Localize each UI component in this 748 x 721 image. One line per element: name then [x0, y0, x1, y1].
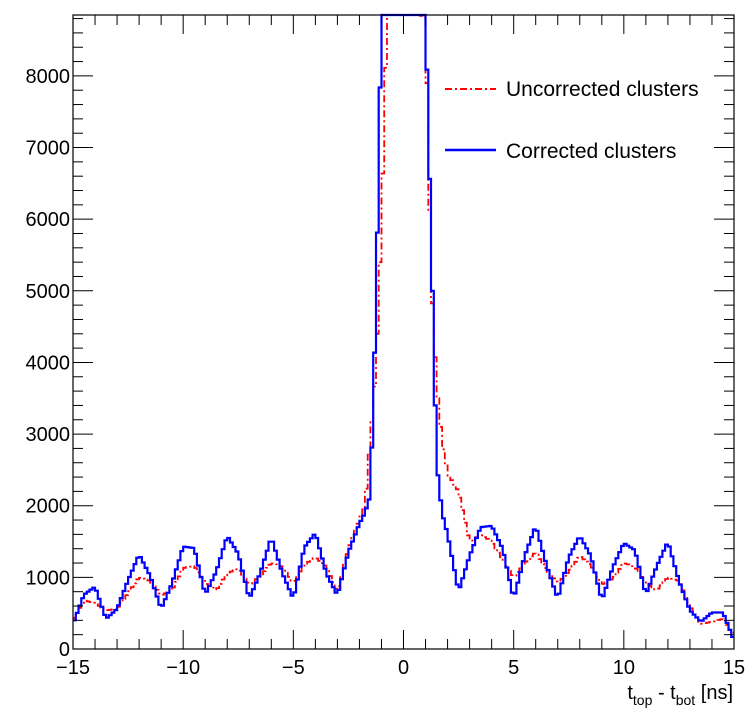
- legend-label-uncorrected: Uncorrected clusters: [506, 78, 699, 101]
- x-axis-title-sub1: top: [633, 692, 653, 708]
- ticks-layer: [72, 15, 735, 650]
- x-axis-title-sub2: bot: [676, 692, 696, 708]
- y-tick-label: 8000: [26, 66, 71, 88]
- y-tick-label: 7000: [26, 138, 71, 160]
- x-axis-title-mid: - t: [652, 682, 676, 704]
- x-tick-label: −5: [282, 657, 305, 679]
- y-tick-label: 0: [59, 639, 70, 661]
- tick-labels-layer: −15 −10 −5 0 5 10 15 0 1000 2000 3000 4000 5000 6000 7…: [26, 66, 746, 679]
- y-tick-label: 6000: [26, 209, 71, 231]
- x-tick-label: 5: [508, 657, 519, 679]
- y-tick-label: 5000: [26, 281, 71, 303]
- y-tick-label: 2000: [26, 496, 71, 518]
- legend: Uncorrected clusters Corrected clusters: [445, 78, 699, 163]
- x-tick-label: 10: [613, 657, 635, 679]
- x-axis-title-tail: [ns]: [695, 682, 733, 704]
- x-axis-title-t1: t: [627, 682, 633, 704]
- x-axis-title: ttop - tbot [ns]: [627, 682, 733, 708]
- x-tick-label: −10: [166, 657, 200, 679]
- legend-label-corrected: Corrected clusters: [506, 140, 676, 163]
- y-tick-label: 1000: [26, 567, 71, 589]
- x-tick-label: 0: [398, 657, 409, 679]
- y-tick-label: 4000: [26, 352, 71, 374]
- x-tick-label: 15: [723, 657, 745, 679]
- x-tick-label: −15: [56, 657, 90, 679]
- y-tick-label: 3000: [26, 424, 71, 446]
- plot-frame: [72, 14, 735, 650]
